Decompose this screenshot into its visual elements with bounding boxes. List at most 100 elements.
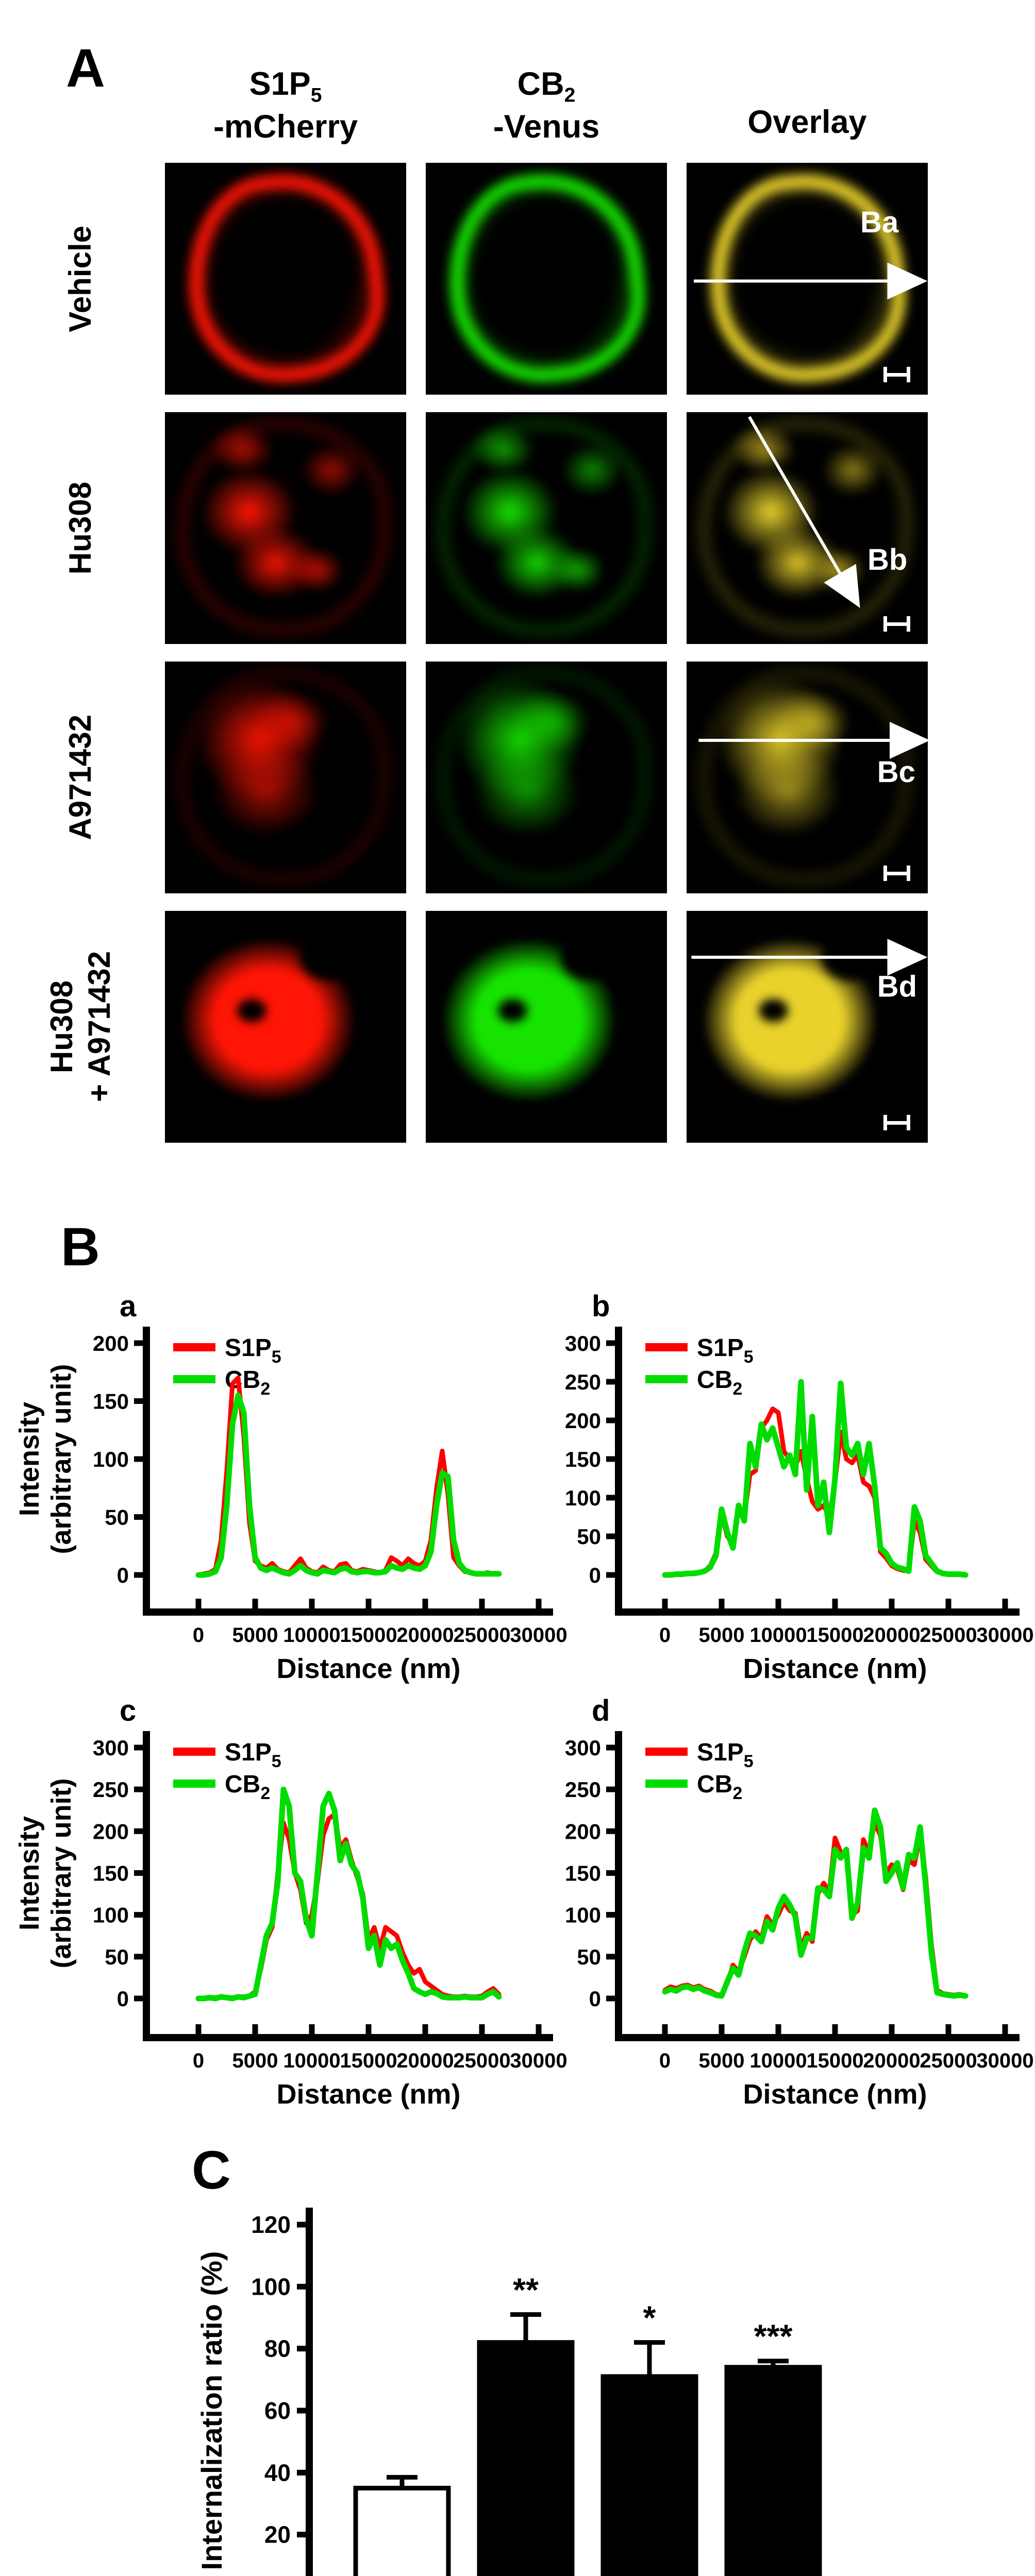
cell-outline [440,671,648,882]
dark-vacuole [300,934,358,980]
significance-3: * [643,2299,656,2336]
scale-bar [883,616,910,632]
x-tick-label: 5000 [232,2049,278,2072]
subplot-letter: a [120,1290,137,1323]
y-tick-label: 100 [565,1486,601,1510]
micrograph-hu308-cb2-venus [426,412,667,644]
cell-outline [701,671,909,882]
y-tick-label: 300 [565,1331,601,1355]
micrograph-vehicle-overlay: Ba [687,163,928,395]
series-cb2 [662,1379,969,1578]
x-axis-label: Distance (nm) [743,2079,927,2110]
panel-a-label: A [66,38,105,98]
series-cb2 [195,1392,502,1578]
x-tick-label: 15000 [806,1624,863,1647]
y-tick-label: 0 [117,1987,129,2011]
scale-bar-line [887,372,907,377]
arrow-label: Ba [860,206,899,239]
micrograph-hu308-a971432-cb2-venus [426,911,667,1143]
y-tick-label: 200 [93,1331,129,1355]
line-plot-c: 0 50 100 150 200 250 300 0 5000 10000150002000025… [14,1694,567,2110]
bar-vehicle [353,2485,451,2576]
line-scan-annotation: Bc [698,722,928,789]
x-tick-label: 20000 [863,1624,920,1647]
y-tick-label: 100 [93,1447,129,1471]
y-tick-label: 0 [117,1563,129,1587]
x-tick-label: 0 [193,2049,204,2072]
y-axis-label: Intensity(arbitrary unit) [14,1778,77,1968]
x-tick-label: 5000 [699,1624,745,1647]
column-header-subscript: 5 [310,84,322,107]
micrograph-a971432-s1p5-mcherry [165,662,406,893]
subplot-letter: d [592,1694,610,1727]
y-tick-label: 40 [264,2459,291,2486]
series-cb2 [662,1807,969,1999]
micrograph-vehicle-cb2-venus [426,163,667,395]
y-tick-label: 200 [565,1409,601,1433]
y-tick-label: 100 [93,1903,129,1927]
y-tick-label: 200 [93,1819,129,1843]
line-scan-annotation: Ba [694,206,928,300]
y-tick-label: 150 [93,1389,129,1414]
cell-outline [440,421,648,633]
x-tick-label: 30000 [510,1624,567,1647]
x-tick-label: 25000 [453,1624,510,1647]
dark-vacuole [759,999,788,1022]
series-s1p5 [196,1812,502,2001]
x-tick-label: 15000 [806,2049,863,2072]
x-axis-label: Distance (nm) [743,1653,927,1684]
x-tick-label: 30000 [976,2049,1033,2072]
y-tick-label: 50 [105,1505,129,1530]
x-tick-label: 20000 [396,1624,454,1647]
scale-bar-line [887,622,907,626]
y-axis-label: Internalization ratio (%) [195,2251,228,2570]
cell-outline [701,421,909,633]
x-axis-label: Distance (nm) [276,1653,460,1684]
bar-chart-internalization: 020406080100120Internalization ratio (%)… [195,2208,822,2576]
significance-4: *** [754,2318,793,2355]
legend-label-cb2: CB2 [697,1366,742,1399]
scale-bar-cap [907,367,910,382]
x-tick-label: 25000 [920,2049,977,2072]
cell-outline [179,421,387,633]
legend-label-s1p5: S1P5 [697,1334,754,1367]
subplot-letter: b [592,1290,610,1323]
micrograph-hu308-a971432-overlay: Bd [687,911,928,1143]
y-tick-label: 300 [93,1736,129,1760]
column-header-line1: Overlay [747,104,867,140]
y-tick-label: 150 [565,1447,601,1471]
micrograph-hu308-a971432-s1p5-mcherry [165,911,406,1143]
column-header-overlay: Overlay [687,65,928,141]
arrow-label: Bd [877,970,917,1004]
micrograph-hu308-overlay: Bb [687,412,928,644]
scale-bar-cap [907,1115,910,1130]
micrograph-a971432-overlay: Bc [687,662,928,893]
y-tick-label: 0 [589,1987,601,2011]
x-tick-label: 10000 [749,1624,807,1647]
x-tick-label: 30000 [976,1624,1033,1647]
line-scan-annotation: Bd [691,939,928,1004]
y-tick-label: 200 [565,1819,601,1843]
scale-bar-cap [883,866,887,881]
line-plot-a: 0 50 100 150 200 0 5000 10000150002000025000300… [14,1290,567,1684]
column-header-line2: -mCherry [213,108,358,145]
series-cb2 [195,1786,502,2002]
x-tick-label: 0 [193,1624,204,1647]
cell-outline [179,671,387,882]
dark-vacuole [237,999,266,1022]
scale-bar [883,1115,910,1130]
x-tick-label: 20000 [396,2049,454,2072]
y-tick-label: 250 [93,1777,129,1802]
y-tick-label: 60 [264,2397,291,2424]
y-tick-label: 50 [577,1524,601,1549]
subplot-letter: c [120,1694,136,1727]
micrograph-a971432-cb2-venus [426,662,667,893]
y-axis-label: Intensity(arbitrary unit) [14,1364,77,1554]
y-tick-label: 150 [565,1861,601,1886]
dark-vacuole [498,999,527,1022]
panel-c-label: C [192,2140,231,2200]
x-tick-label: 10000 [283,2049,340,2072]
arrow-label: Bc [877,755,915,789]
